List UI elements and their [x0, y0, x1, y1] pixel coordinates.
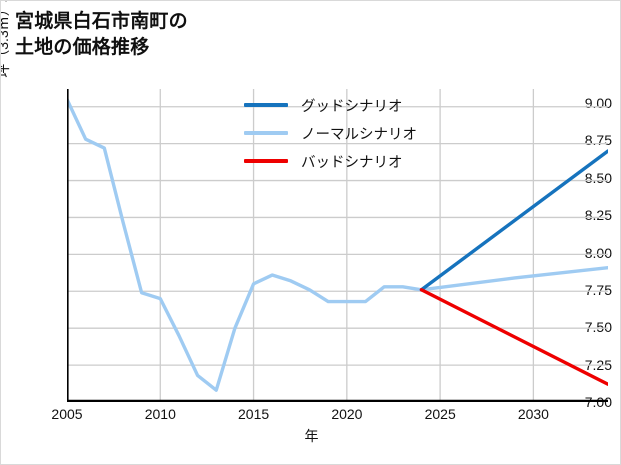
x-tick-label: 2010	[144, 406, 176, 422]
x-tick-label: 2005	[51, 406, 83, 422]
series-lines	[67, 97, 608, 392]
series-line-ノーマルシナリオ	[67, 97, 608, 392]
y-tick-label: 8.25	[584, 207, 612, 224]
legend-swatch-normal	[244, 131, 288, 135]
y-tick-label: 8.50	[584, 169, 612, 186]
y-axis-label: 坪（3.3㎡）単価（万円）	[1, 1, 13, 123]
y-tick-label: 7.50	[584, 319, 612, 336]
legend-swatch-bad	[244, 159, 288, 163]
chart-legend: グッドシナリオ ノーマルシナリオ バッドシナリオ	[244, 91, 474, 175]
x-axis-label: 年	[304, 428, 319, 444]
series-line-バッドシナリオ	[419, 288, 608, 386]
chart-svg	[67, 89, 608, 402]
chart-title: 宮城県白石市南町の 土地の価格推移	[15, 11, 188, 58]
y-tick-label: 7.00	[584, 394, 612, 410]
legend-label-good: グッドシナリオ	[301, 98, 403, 115]
x-tick-label: 2020	[331, 406, 363, 422]
legend-item-good[interactable]: グッドシナリオ	[244, 91, 474, 119]
plot-area	[67, 89, 608, 402]
legend-item-normal[interactable]: ノーマルシナリオ	[244, 119, 474, 147]
legend-label-normal: ノーマルシナリオ	[301, 126, 417, 143]
x-tick-label: 2030	[517, 406, 549, 422]
legend-label-bad: バッドシナリオ	[301, 154, 403, 171]
series-line-グッドシナリオ	[419, 149, 608, 292]
gridlines	[67, 89, 608, 402]
legend-swatch-good	[244, 103, 288, 107]
y-tick-label: 8.00	[584, 244, 612, 261]
x-tick-label: 2015	[238, 406, 270, 422]
legend-item-bad[interactable]: バッドシナリオ	[244, 147, 474, 175]
y-tick-label: 8.75	[584, 132, 612, 149]
y-tick-label: 7.75	[584, 281, 612, 298]
x-tick-label: 2025	[424, 406, 456, 422]
